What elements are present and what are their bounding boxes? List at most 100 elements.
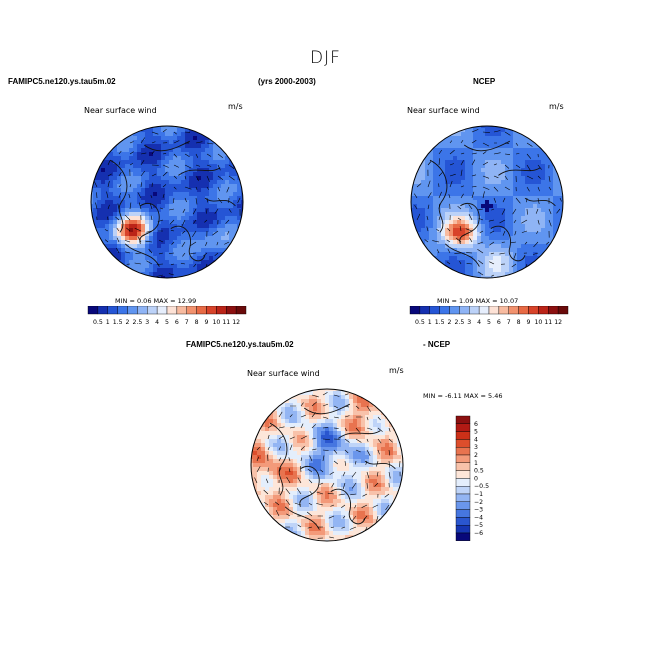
field-cell — [297, 531, 302, 536]
field-cell — [153, 252, 158, 257]
field-cell — [521, 224, 526, 229]
field-cell — [205, 216, 210, 221]
field-cell — [469, 152, 474, 157]
field-cell — [453, 204, 458, 209]
field-cell — [201, 148, 206, 153]
field-cell — [361, 535, 366, 540]
field-cell — [193, 260, 198, 265]
field-cell — [337, 519, 342, 524]
coastline — [364, 460, 396, 470]
field-cell — [369, 519, 374, 524]
field-cell — [349, 423, 354, 428]
field-cell — [485, 236, 490, 241]
field-cell — [261, 431, 266, 436]
field-cell — [181, 244, 186, 249]
field-cell — [489, 172, 494, 177]
field-cell — [129, 232, 134, 237]
field-cell — [505, 176, 510, 181]
wind-vector — [366, 471, 370, 479]
field-cell — [397, 499, 402, 504]
wind-vector — [449, 149, 455, 155]
field-cell — [297, 487, 302, 492]
field-cell — [297, 439, 302, 444]
field-cell — [381, 407, 386, 412]
field-cell — [537, 244, 542, 249]
colorbar-box — [97, 306, 108, 315]
field-cell — [449, 220, 454, 225]
field-cell — [529, 132, 534, 137]
field-cell — [181, 180, 186, 185]
field-cell — [105, 196, 110, 201]
field-cell — [345, 443, 350, 448]
wind-vector — [477, 208, 484, 211]
field-cell — [513, 164, 518, 169]
field-cell — [265, 427, 270, 432]
field-cell — [317, 389, 322, 392]
field-cell — [193, 196, 198, 201]
colorbar-tick-label: −5 — [474, 522, 483, 529]
field-cell — [165, 208, 170, 213]
field-cell — [125, 156, 130, 161]
field-cell — [489, 192, 494, 197]
field-cell — [285, 435, 290, 440]
field-cell — [373, 435, 378, 440]
field-cell — [373, 447, 378, 452]
field-cell — [357, 463, 362, 468]
field-cell — [313, 523, 318, 528]
field-cell — [325, 539, 330, 541]
field-cell — [325, 515, 330, 520]
field-cell — [273, 455, 278, 460]
field-cell — [397, 467, 402, 472]
field-cell — [101, 196, 106, 201]
field-cell — [157, 248, 162, 253]
field-cell — [289, 451, 294, 456]
field-cell — [141, 160, 146, 165]
field-cell — [533, 240, 538, 245]
field-cell — [273, 451, 278, 456]
field-cell — [149, 248, 154, 253]
wind-vector — [228, 175, 235, 181]
field-cell — [461, 224, 466, 229]
field-cell — [421, 236, 426, 241]
field-cell — [153, 160, 158, 165]
wind-vector — [333, 460, 338, 465]
field-cell — [489, 220, 494, 225]
wind-vector — [504, 142, 510, 144]
field-cell — [433, 220, 438, 225]
wind-vector — [477, 249, 484, 254]
field-cell — [145, 128, 150, 133]
field-cell — [309, 507, 314, 512]
field-cell — [161, 132, 166, 137]
field-cell — [397, 427, 402, 432]
wind-vector — [267, 446, 270, 451]
field-cell — [469, 140, 474, 145]
field-cell — [193, 264, 198, 269]
field-cell — [213, 204, 218, 209]
field-cell — [501, 216, 506, 221]
field-cell — [329, 459, 334, 464]
wind-vector — [319, 482, 324, 485]
field-cell — [209, 232, 214, 237]
field-cell — [317, 411, 322, 416]
field-cell — [489, 144, 494, 149]
field-cell — [117, 196, 122, 201]
field-cell — [545, 216, 550, 221]
field-cell — [509, 244, 514, 249]
field-cell — [469, 240, 474, 245]
field-cell — [521, 192, 526, 197]
panel1-period-label: (yrs 2000-2003) — [258, 77, 316, 86]
field-cell — [349, 415, 354, 420]
wind-vector — [491, 208, 495, 211]
field-cell — [189, 252, 194, 257]
field-cell — [197, 128, 202, 133]
field-cell — [461, 228, 466, 233]
field-cell — [529, 160, 534, 165]
field-cell — [153, 272, 158, 277]
field-cell — [501, 152, 506, 157]
field-cell — [145, 232, 150, 237]
field-cell — [177, 128, 182, 133]
field-cell — [385, 499, 390, 504]
wind-vector — [162, 184, 167, 188]
field-cell — [369, 415, 374, 420]
field-cell — [333, 399, 338, 404]
